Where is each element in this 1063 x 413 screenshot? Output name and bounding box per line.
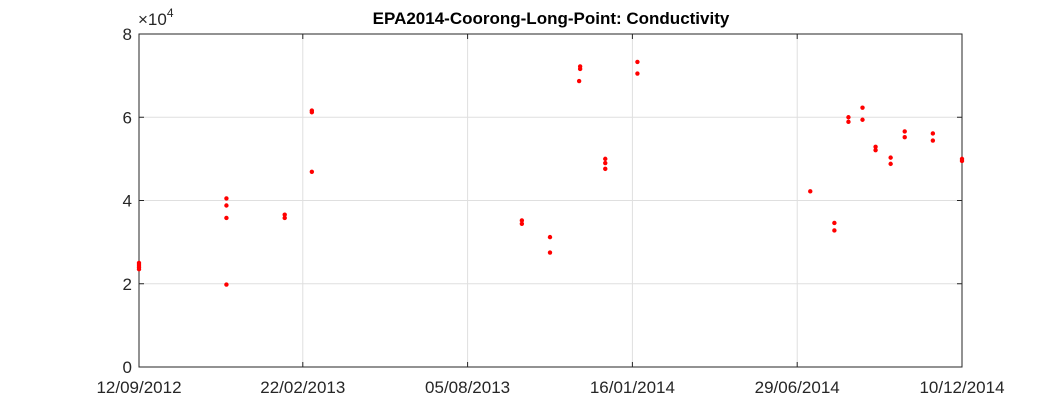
data-point <box>224 196 229 201</box>
tick-labels: 0 2 4 6 8 12/09/2012 22/02/2013 05/08/2013 16/01… <box>96 25 1004 397</box>
axes <box>138 33 963 368</box>
chart-title: EPA2014-Coorong-Long-Point: Conductivity <box>373 9 730 28</box>
data-point <box>860 105 865 110</box>
data-point <box>832 220 837 226</box>
data-point <box>224 203 229 208</box>
x-tick-label: 05/08/2013 <box>425 378 510 397</box>
data-point <box>577 66 583 72</box>
axes-box <box>138 33 963 368</box>
data-point <box>888 155 893 160</box>
y-multiplier-exponent: 4 <box>167 6 174 20</box>
data-point <box>635 59 640 65</box>
y-tick-label: 6 <box>123 108 132 127</box>
x-tick-label: 22/02/2013 <box>260 378 345 397</box>
data-point <box>902 135 907 140</box>
data-point <box>846 115 851 120</box>
data-point <box>547 250 553 255</box>
data-point <box>309 110 315 115</box>
data-point <box>282 212 287 217</box>
data-point <box>832 228 837 233</box>
data-point <box>635 71 640 76</box>
data-point <box>603 166 608 172</box>
data-points <box>136 59 965 287</box>
x-tick-label: 16/01/2014 <box>590 378 675 397</box>
data-point <box>224 282 229 287</box>
data-point <box>224 215 229 221</box>
y-tick-label: 8 <box>123 25 132 44</box>
y-tick-label: 4 <box>123 192 132 211</box>
data-point <box>873 144 878 150</box>
data-point <box>603 160 608 166</box>
data-point <box>808 189 813 194</box>
data-point <box>860 117 865 122</box>
y-multiplier-base: ×10 <box>138 10 167 29</box>
data-point <box>959 158 965 164</box>
data-point <box>282 215 287 221</box>
y-multiplier: ×104 <box>138 6 174 29</box>
y-tick-label: 0 <box>123 358 132 377</box>
data-point <box>603 156 608 162</box>
data-point <box>888 161 893 167</box>
data-point <box>136 260 142 266</box>
data-point <box>547 234 553 240</box>
x-tick-label: 12/09/2012 <box>96 378 181 397</box>
data-point <box>576 78 582 84</box>
data-point <box>309 169 315 174</box>
x-tick-label: 29/06/2014 <box>755 378 840 397</box>
data-point <box>846 119 851 125</box>
data-point <box>930 138 936 143</box>
y-tick-label: 2 <box>123 275 132 294</box>
data-point <box>519 221 525 227</box>
data-point <box>930 131 936 136</box>
x-tick-label: 10/12/2014 <box>919 378 1004 397</box>
data-point <box>519 218 525 223</box>
data-point <box>902 129 907 134</box>
data-point <box>873 147 878 153</box>
